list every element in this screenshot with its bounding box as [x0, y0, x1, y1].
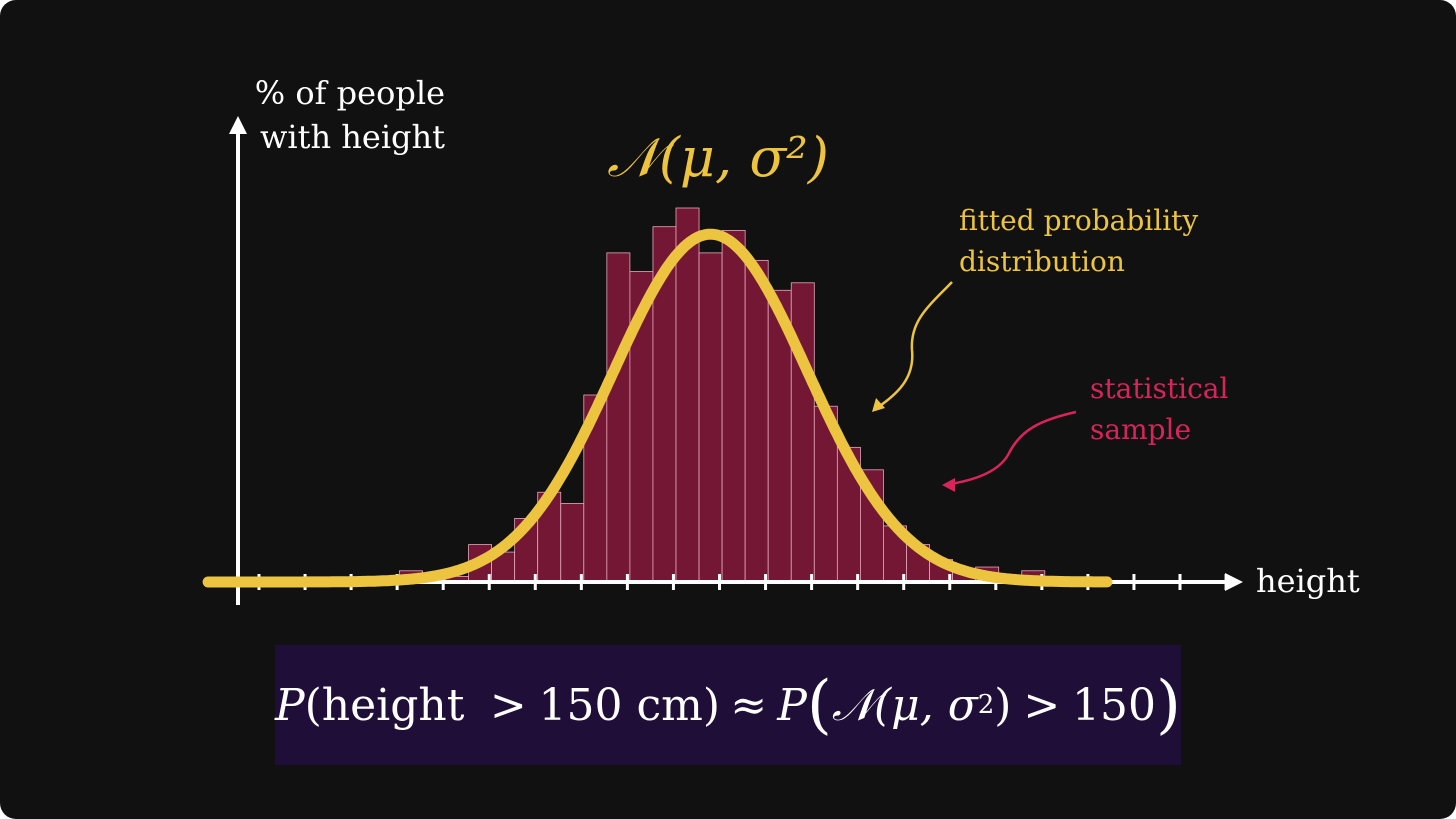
- formula-p2: P: [777, 679, 807, 731]
- x-axis-label: height: [1256, 562, 1360, 600]
- sample-annotation-arrowhead: [942, 478, 955, 492]
- histogram-bar: [790, 282, 815, 583]
- sample-annotation-line-2: sample: [1090, 413, 1191, 446]
- formula-value2: 150: [1072, 679, 1157, 731]
- formula-gt2: >: [1023, 679, 1061, 731]
- fitted-normal-curve: [202, 228, 1113, 588]
- histogram-bar: [606, 252, 631, 583]
- histogram-bar: [698, 252, 723, 583]
- curve-annotation-arrow: [876, 281, 953, 410]
- curve-annotation-arrowhead: [872, 398, 885, 412]
- histogram-bar: [721, 230, 746, 583]
- formula-word: height: [321, 679, 465, 731]
- formula-normal: 𝒩(μ, σ: [831, 679, 978, 731]
- curve-annotation-line-2: distribution: [959, 245, 1125, 278]
- histogram-bar: [675, 207, 700, 583]
- histogram-bar: [560, 503, 585, 583]
- curve-annotation-line-1: fitted probability: [959, 204, 1198, 237]
- formula-value: 150 cm: [538, 679, 703, 731]
- histogram-bar: [744, 259, 769, 583]
- chart-title: 𝒩(μ, σ²): [607, 126, 829, 189]
- formula-gt: >: [489, 679, 527, 731]
- formula-approx: ≈: [730, 679, 768, 731]
- y-axis-label-line-2: with height: [260, 118, 445, 156]
- x-axis-arrowhead: [1225, 573, 1243, 591]
- probability-formula: P ( height > 150 cm ) ≈ P ( 𝒩(μ, σ 2) > 1…: [275, 645, 1181, 765]
- y-axis-arrowhead: [229, 116, 247, 134]
- y-axis-label-line-1: % of people: [255, 74, 445, 112]
- sample-annotation-arrow: [949, 410, 1077, 486]
- histogram-bars: [398, 207, 1046, 583]
- sample-annotation-line-1: statistical: [1090, 372, 1228, 405]
- formula-big-open: (: [806, 668, 832, 742]
- formula-square: 2: [977, 690, 995, 720]
- formula-normal-close: ): [994, 679, 1012, 731]
- formula-big-close: ): [1156, 668, 1181, 742]
- formula-close-paren: ): [702, 679, 721, 731]
- formula-p: P: [275, 679, 305, 731]
- formula-open-paren: (: [304, 679, 322, 731]
